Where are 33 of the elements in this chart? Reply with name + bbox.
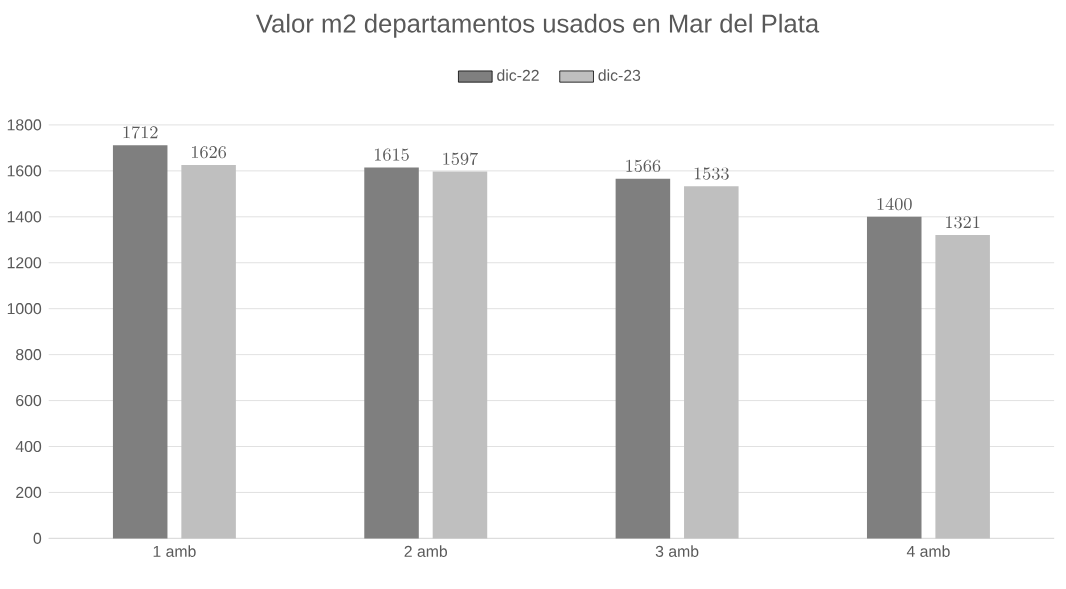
y-tick-label: 400 xyxy=(15,440,42,453)
y-tick-label: 1400 xyxy=(7,211,42,223)
data-label: 1400 xyxy=(877,197,912,211)
bar xyxy=(364,167,419,539)
x-tick-label: 2 amb xyxy=(404,545,448,557)
bar xyxy=(181,164,236,539)
y-tick-label: 0 xyxy=(33,532,42,544)
y-tick-label: 1200 xyxy=(7,257,42,269)
bar xyxy=(935,234,990,539)
bar xyxy=(684,186,739,539)
bar xyxy=(432,171,488,539)
data-label: 1626 xyxy=(191,146,227,159)
bar xyxy=(615,178,671,539)
legend-label: dic-23 xyxy=(598,69,641,81)
legend-label: dic-22 xyxy=(497,69,539,81)
y-tick-label: 1800 xyxy=(7,119,42,131)
y-tick-label: 800 xyxy=(16,349,42,361)
chart-title: Valor m2 departamentos usados en Mar del Plata xyxy=(255,13,820,38)
data-label: 1712 xyxy=(123,126,158,139)
data-label: 1566 xyxy=(626,159,661,173)
data-label: 1533 xyxy=(694,167,729,180)
data-label: 1615 xyxy=(374,148,409,161)
y-tick-label: 1600 xyxy=(7,165,42,177)
data-label: 1597 xyxy=(443,152,478,165)
x-tick-label: 1 amb xyxy=(153,545,196,557)
bar xyxy=(866,216,922,539)
y-tick-label: 1000 xyxy=(7,303,42,315)
y-tick-label: 600 xyxy=(16,394,42,407)
y-tick-label: 200 xyxy=(16,486,42,499)
x-tick-label: 3 amb xyxy=(655,545,699,557)
bar xyxy=(112,145,168,539)
data-label: 1321 xyxy=(946,216,980,229)
x-tick-label: 4 amb xyxy=(906,545,950,557)
